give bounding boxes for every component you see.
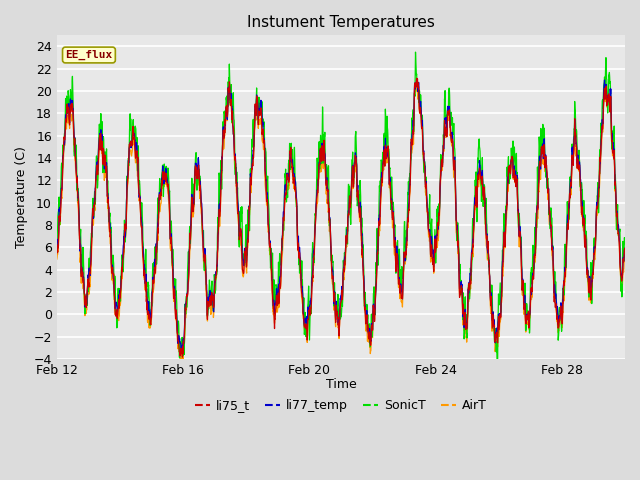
Y-axis label: Temperature (C): Temperature (C): [15, 146, 28, 248]
Title: Instument Temperatures: Instument Temperatures: [247, 15, 435, 30]
X-axis label: Time: Time: [326, 378, 356, 391]
Text: EE_flux: EE_flux: [65, 50, 113, 60]
Legend: li75_t, li77_temp, SonicT, AirT: li75_t, li77_temp, SonicT, AirT: [189, 395, 492, 418]
